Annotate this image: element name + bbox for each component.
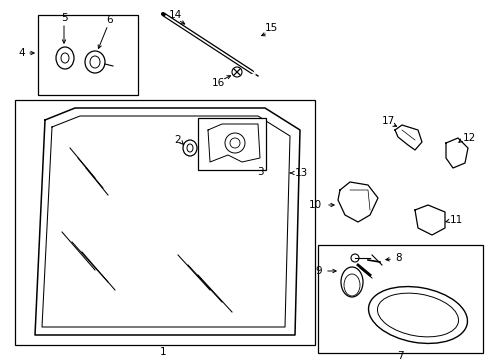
Ellipse shape: [187, 144, 193, 152]
Text: 11: 11: [450, 215, 463, 225]
Bar: [15, 100, 315, 345]
Circle shape: [232, 67, 242, 77]
Text: 6: 6: [107, 15, 113, 25]
Text: 5: 5: [61, 13, 67, 23]
Text: 13: 13: [295, 168, 308, 178]
Text: 7: 7: [397, 351, 403, 360]
Ellipse shape: [183, 140, 197, 156]
Text: 12: 12: [463, 133, 476, 143]
Bar: [198, 118, 266, 170]
Text: 1: 1: [160, 347, 166, 357]
Ellipse shape: [56, 47, 74, 69]
Text: 9: 9: [316, 266, 322, 276]
Circle shape: [225, 133, 245, 153]
Ellipse shape: [341, 267, 363, 297]
Ellipse shape: [90, 56, 100, 68]
Ellipse shape: [61, 53, 69, 63]
Text: 10: 10: [309, 200, 322, 210]
Bar: [318, 245, 483, 353]
Text: 8: 8: [395, 253, 402, 263]
Text: 4: 4: [19, 48, 25, 58]
Ellipse shape: [344, 274, 360, 296]
Circle shape: [230, 138, 240, 148]
Text: 14: 14: [169, 10, 182, 20]
Circle shape: [351, 254, 359, 262]
Text: 15: 15: [265, 23, 278, 33]
Text: 3: 3: [257, 167, 263, 177]
Text: 2: 2: [175, 135, 181, 145]
Bar: [38, 15, 138, 95]
Ellipse shape: [377, 293, 459, 337]
Ellipse shape: [368, 287, 467, 343]
Ellipse shape: [85, 51, 105, 73]
Text: 17: 17: [381, 116, 394, 126]
Text: 16: 16: [211, 78, 224, 88]
